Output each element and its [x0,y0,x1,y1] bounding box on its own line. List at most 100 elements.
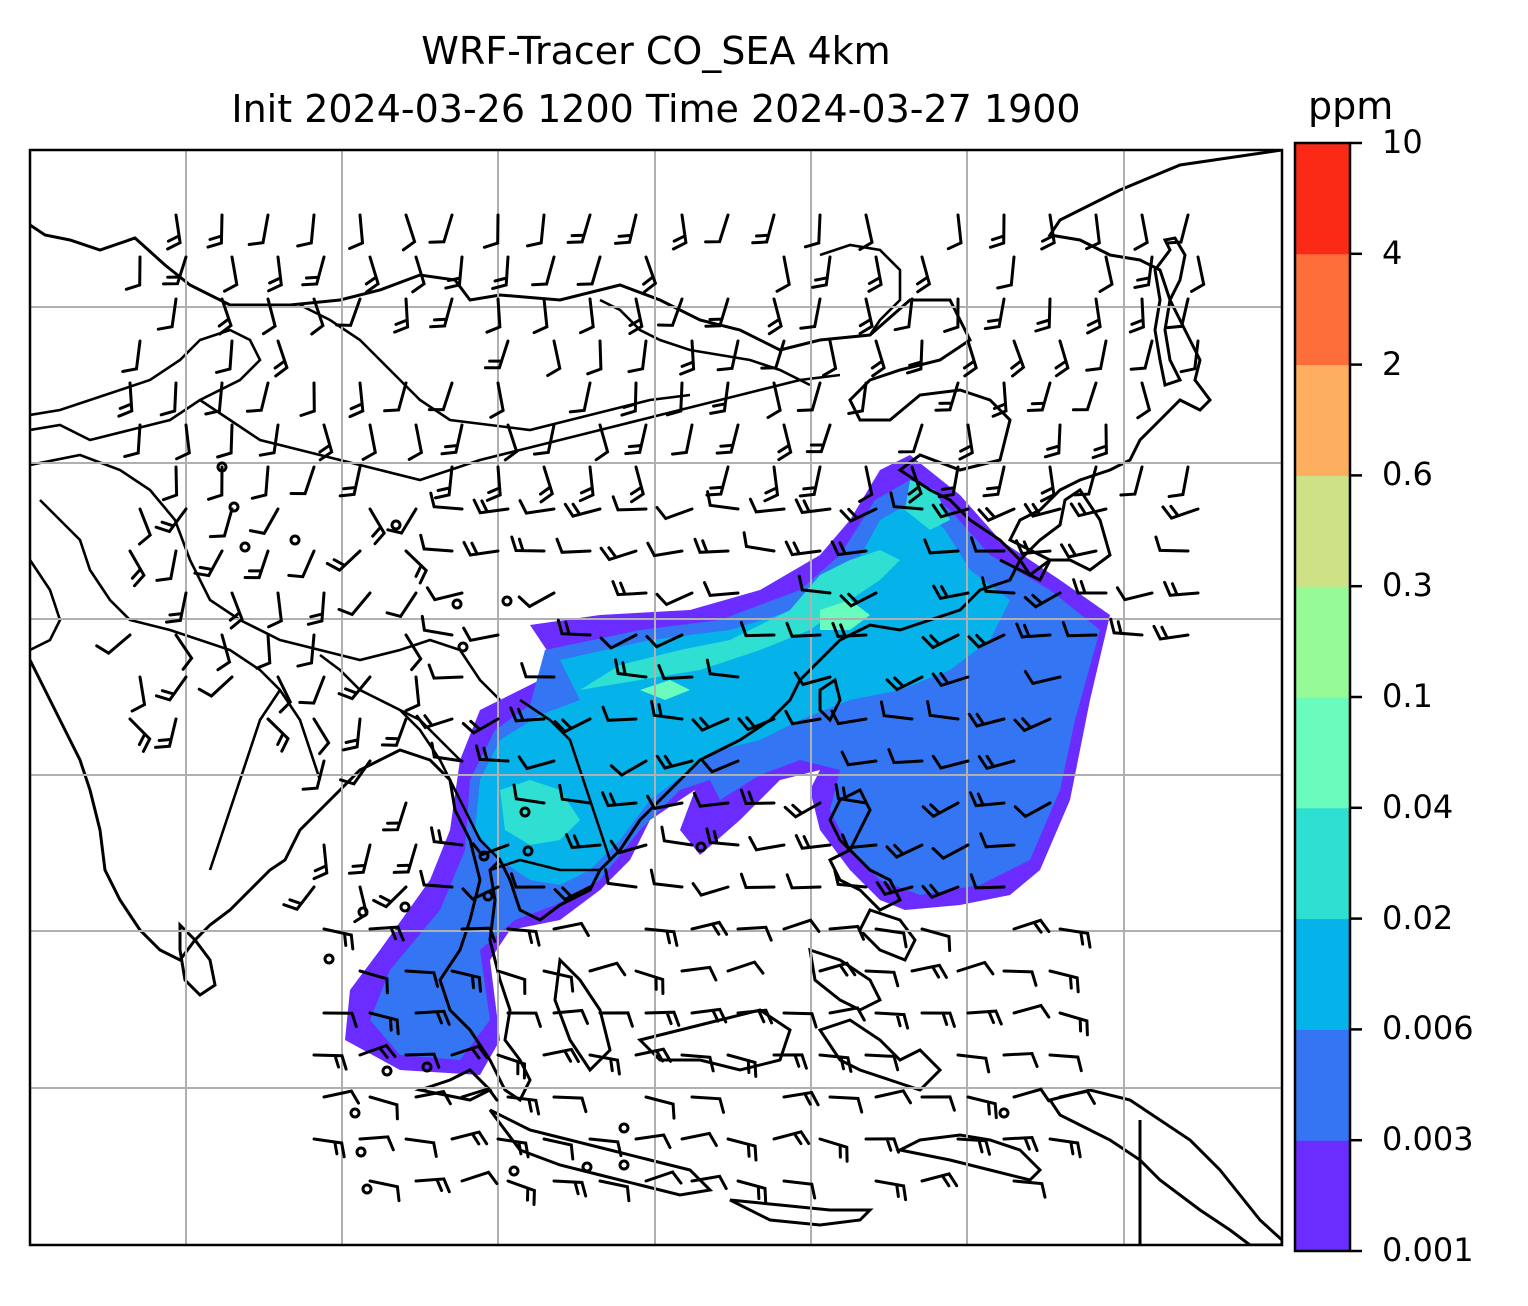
colorbar-tick-label: 0.1 [1382,677,1433,715]
wind-barb [893,297,914,332]
map-title: WRF-Tracer CO_SEA 4km [421,29,891,73]
wind-barb [705,658,740,679]
wind-barb [629,465,645,504]
wind-barb [276,675,293,714]
wind-barb [166,213,182,251]
wind-barb [609,759,648,777]
wind-barb [634,1047,672,1063]
wind-barb [958,423,974,461]
wind-barb [644,927,679,947]
wind-barb [906,339,924,375]
calm-wind-marker [451,598,463,610]
wind-barb [655,591,694,607]
wind-barb [1098,255,1114,293]
wind-barb [95,633,132,655]
colorbar-segment [1295,697,1350,809]
calm-wind-marker [381,1065,393,1077]
wind-barb [250,465,270,500]
wind-barb [1002,1051,1039,1068]
wind-barb [430,826,464,847]
wind-barb [517,755,556,771]
wind-barb [726,1137,758,1162]
wind-barb [599,546,638,562]
wind-barb [828,1006,866,1022]
wind-barb [434,465,454,500]
colorbar-segment [1295,253,1350,366]
wind-barb [461,717,500,735]
wind-barb [341,717,362,752]
wind-barb [885,843,924,859]
wind-barb [931,672,970,688]
wind-barb [969,873,1006,890]
wind-barb [520,662,556,679]
wind-barb [510,535,546,553]
wind-barb [1136,381,1152,420]
wind-barb [383,381,408,413]
wind-barb [312,843,329,881]
wind-barb [267,255,283,293]
wind-barb [546,339,562,377]
wind-barb [204,381,224,416]
wind-barb [920,1011,956,1028]
wind-barb [1167,465,1190,498]
calm-wind-marker [519,806,531,818]
wind-barb [565,833,602,850]
wind-barb [956,1137,991,1156]
wind-barb [576,255,602,286]
wind-barb [782,918,821,933]
wind-barb [920,1095,956,1112]
wind-barb [934,381,960,412]
wind-barb [967,712,1006,728]
wind-barb [175,423,191,461]
wind-barb [1152,624,1190,641]
wind-barb [1043,423,1062,459]
wind-barb [337,675,372,701]
wind-barb [818,1053,853,1073]
wind-barb [512,783,546,805]
wind-barb [1023,670,1062,686]
wind-barb [429,491,464,511]
map-subtitle: Init 2024-03-26 1200 Time 2024-03-27 190… [231,87,1081,131]
wind-barb [1128,297,1145,334]
wind-barb [1072,578,1108,595]
calm-wind-marker [228,501,240,513]
wind-barb [393,297,410,334]
wind-barb [261,297,277,336]
wind-barb [828,924,865,941]
wind-barb [485,465,502,502]
wind-barb [404,1052,441,1069]
wind-barb [526,213,546,248]
wind-barb [956,1053,991,1074]
wind-barb [174,633,194,671]
wind-barb [1034,297,1052,333]
wind-barb [726,1053,758,1078]
wind-barb [138,507,152,546]
wind-barb [834,783,868,805]
wind-barb [839,591,878,608]
wind-barb [553,885,592,902]
wind-barb [450,969,482,993]
wind-barb [542,969,575,993]
wind-barb [657,297,684,327]
wind-barb [1069,502,1108,518]
calm-wind-marker [361,1183,373,1195]
wind-barb [312,1137,346,1159]
wind-barb [785,873,822,890]
wind-barb [1002,969,1038,987]
wind-barb [874,1089,912,1105]
wind-barb [967,633,1006,649]
wind-barb [867,255,883,293]
wind-barb [339,759,372,786]
wind-barb [782,1090,820,1107]
calm-wind-marker [618,1159,630,1171]
wind-barb [155,549,178,582]
wind-barb [154,675,188,702]
wind-barb [977,754,1016,771]
wind-barb [509,706,546,723]
wind-barb [247,213,270,246]
wind-barb [462,626,500,642]
wind-barb [510,872,546,889]
wind-barb [614,213,638,245]
wind-barb [889,491,924,511]
